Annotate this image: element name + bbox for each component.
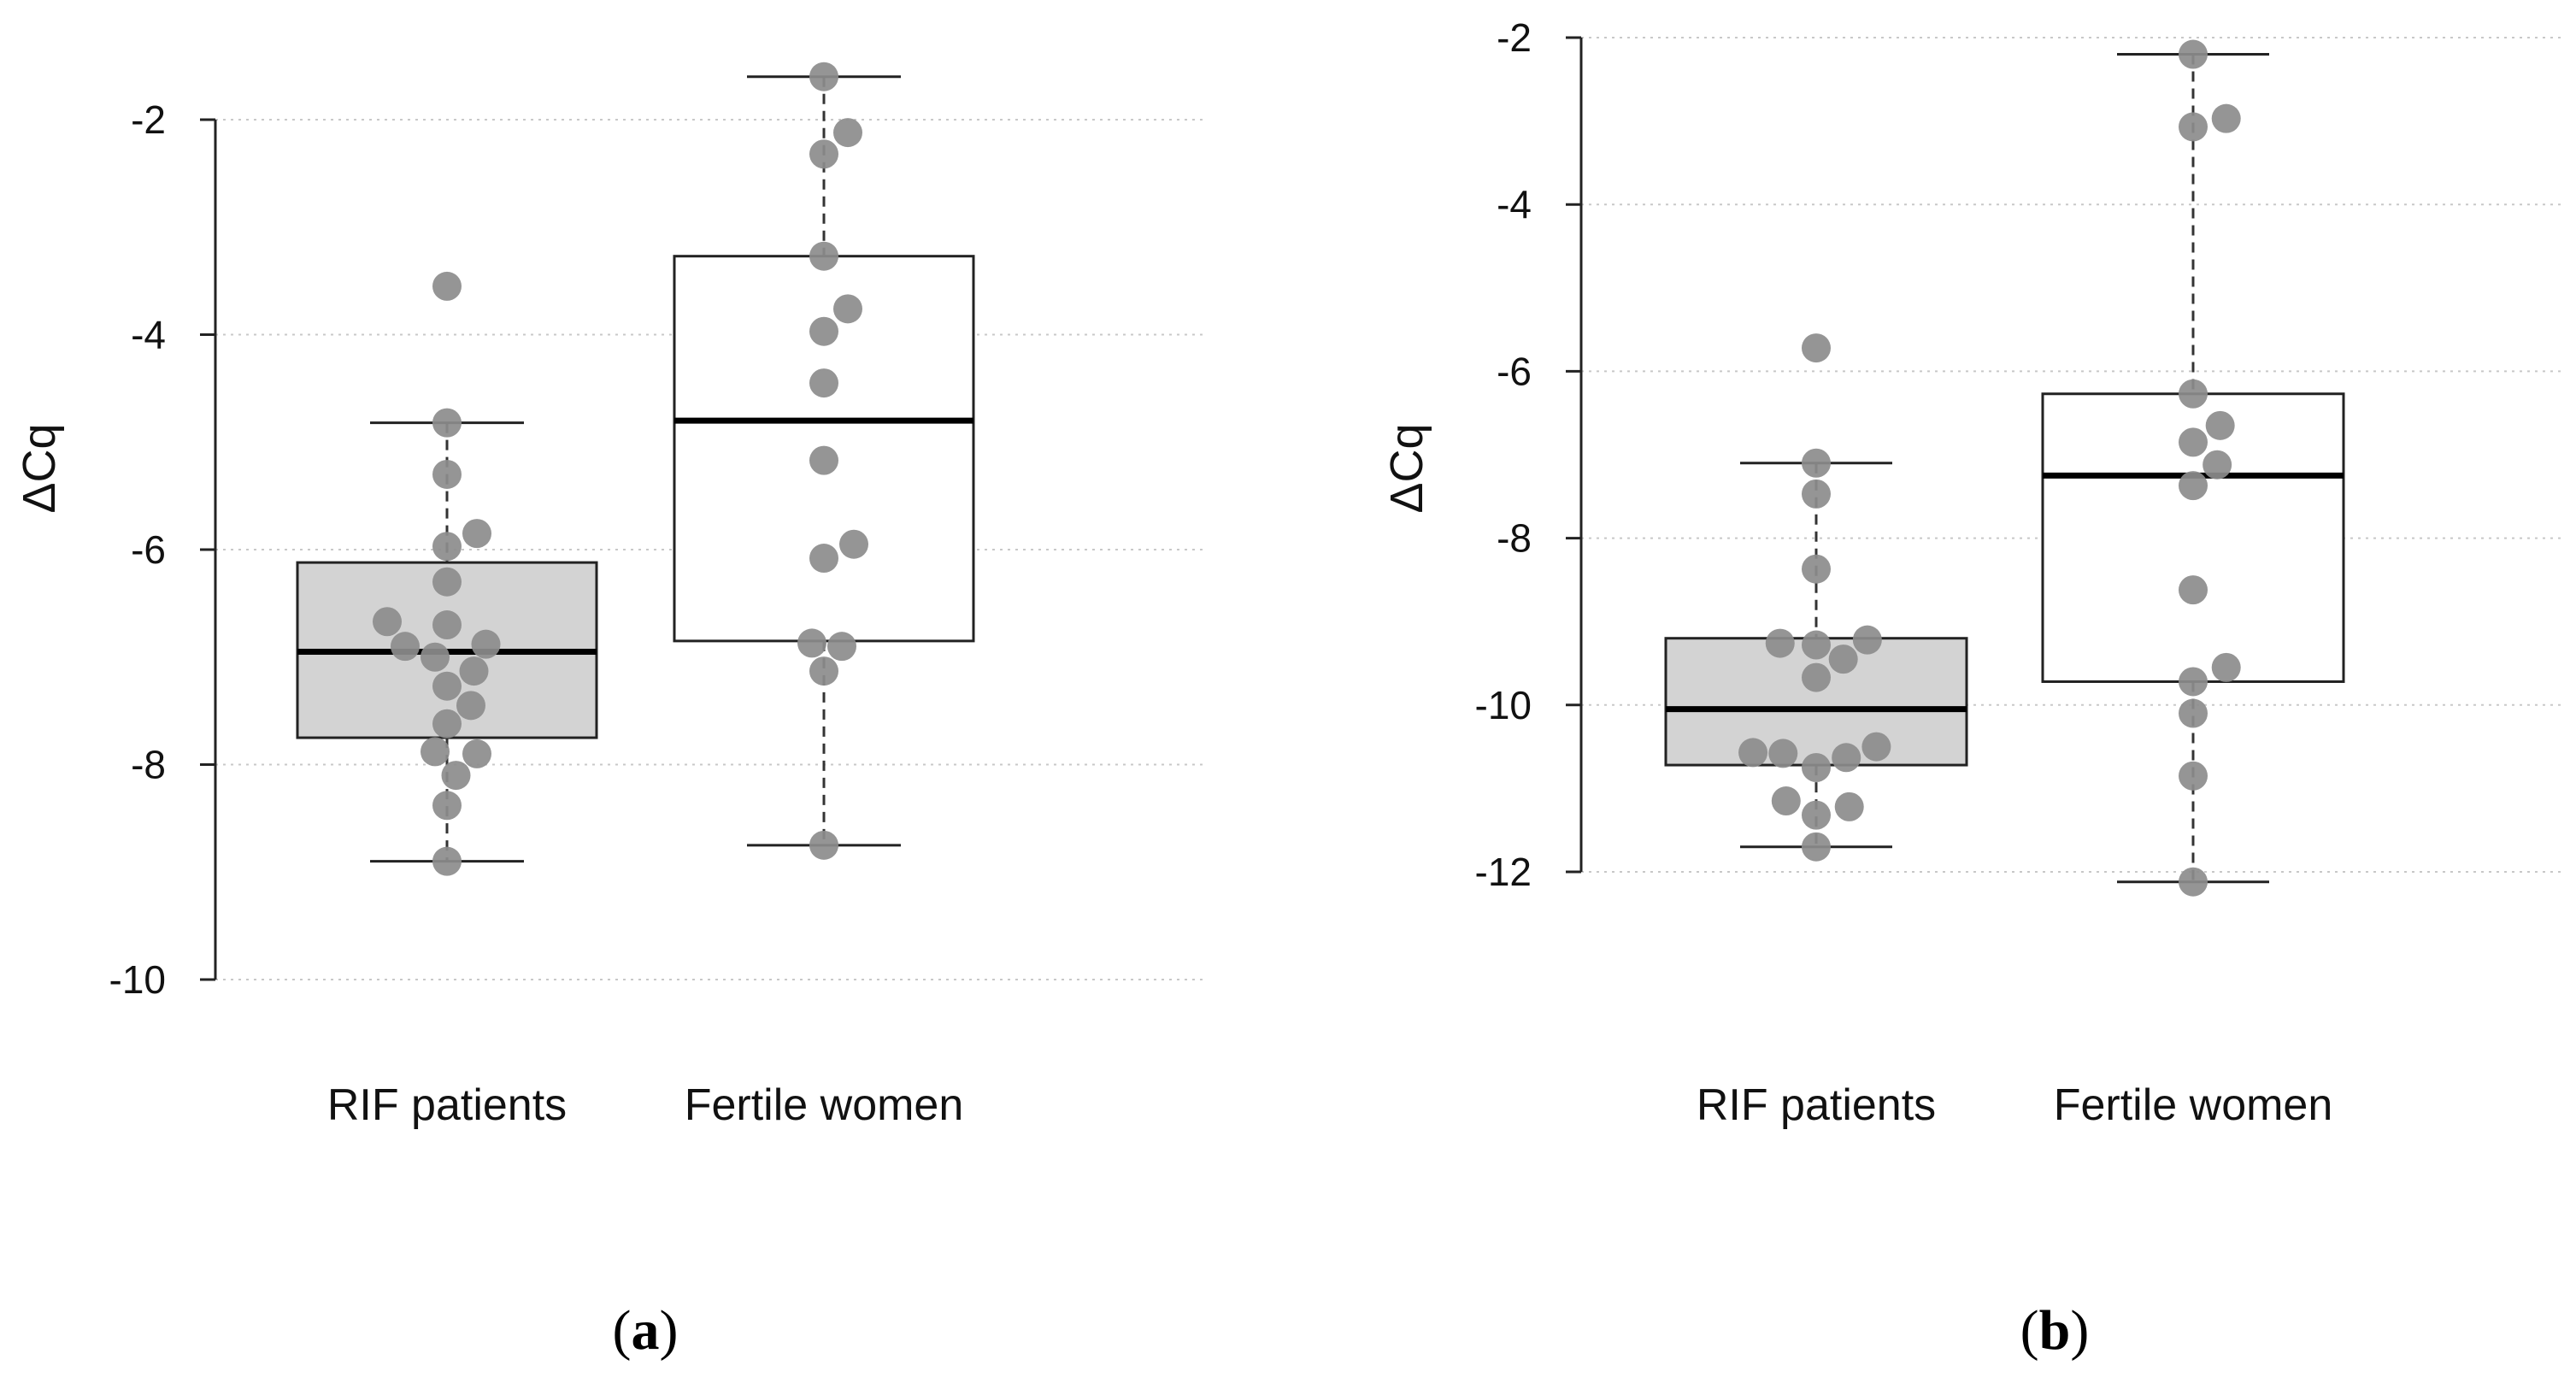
panel-a-label: (a) bbox=[613, 1299, 679, 1362]
panel-a-y-tick-label: -4 bbox=[131, 313, 166, 357]
panel-a-y-tick-label: -6 bbox=[131, 527, 166, 572]
panel-a-rif-point bbox=[432, 610, 462, 640]
panel-b-y-tick-label: -10 bbox=[1475, 683, 1532, 727]
panel-b-fertile-point bbox=[2179, 427, 2208, 457]
panel-b-fertile-point bbox=[2179, 39, 2208, 69]
panel-a: -2 -4 -6 -8 -10 ΔCq RIF patients Fertile wom… bbox=[14, 62, 1205, 1362]
panel-b-rif-point bbox=[1802, 662, 1831, 692]
panel-b-rif-point bbox=[1802, 448, 1831, 478]
panel-a-category-label-rif: RIF patients bbox=[327, 1080, 567, 1130]
panel-a-fertile-point bbox=[809, 316, 838, 346]
panel-b-fertile-point bbox=[2179, 471, 2208, 501]
panel-a-rif-point bbox=[459, 656, 489, 686]
panel-a-fertile-point bbox=[827, 632, 856, 662]
panel-b-rif-point bbox=[1768, 739, 1798, 768]
panel-b-rif-point bbox=[1861, 732, 1891, 762]
panel-a-letter: a bbox=[632, 1299, 660, 1362]
panel-a-rif-point bbox=[432, 459, 462, 489]
panel-b-label: (b) bbox=[2020, 1299, 2090, 1362]
panel-a-fertile-point bbox=[809, 656, 838, 686]
panel-a-rif-point bbox=[432, 709, 462, 739]
panel-a-y-axis-title: ΔCq bbox=[14, 423, 65, 513]
panel-b-fertile-point bbox=[2211, 652, 2241, 682]
panel-b-boxes bbox=[1664, 53, 2345, 884]
panel-b-fertile-point bbox=[2179, 698, 2208, 728]
panel-b-rif-point bbox=[1802, 753, 1831, 782]
panel-a-y-tick-label: -10 bbox=[109, 957, 166, 1002]
panel-b-rif-point bbox=[1802, 333, 1831, 363]
panel-a-y-tick-label: -2 bbox=[131, 97, 166, 142]
panel-a-fertile-point bbox=[809, 368, 838, 398]
panel-b-rif-point bbox=[1852, 625, 1882, 655]
panel-a-rif-point bbox=[391, 632, 420, 662]
panel-a-rif-point bbox=[432, 567, 462, 597]
panel-a-rif-point bbox=[432, 408, 462, 438]
panel-a-points bbox=[373, 62, 868, 876]
panel-b-fertile-point bbox=[2179, 761, 2208, 791]
panel-a-category-label-fertile: Fertile women bbox=[685, 1080, 964, 1130]
panel-a-rif-point bbox=[456, 691, 485, 721]
panel-b-fertile-point bbox=[2179, 379, 2208, 409]
panel-b-rif-point bbox=[1765, 628, 1795, 658]
panel-b-fertile-point bbox=[2203, 450, 2232, 480]
panel-b-rif-point bbox=[1802, 800, 1831, 830]
panel-b-rif-point bbox=[1771, 786, 1801, 816]
panel-a-rif-point bbox=[441, 761, 471, 791]
panel-b-rif-point bbox=[1802, 630, 1831, 660]
panel-a-fertile-point bbox=[809, 62, 838, 91]
panel-a-rif-point bbox=[462, 739, 491, 768]
panel-a-rif-point bbox=[421, 737, 450, 767]
panel-b-y-axis: -2 -4 -6 -8 -10 -12 bbox=[1475, 15, 1583, 894]
panel-a-fertile-point bbox=[809, 445, 838, 475]
panel-b-fertile-point bbox=[2211, 103, 2241, 133]
panel-b-rif-point bbox=[1738, 738, 1768, 768]
panel-b-points bbox=[1738, 39, 2241, 897]
panel-b-rif-point bbox=[1802, 832, 1831, 862]
panel-b-fertile-point bbox=[2205, 410, 2235, 440]
panel-a-rif-point bbox=[432, 846, 462, 876]
panel-a-rif-point bbox=[471, 629, 501, 659]
panel-a-fertile-point bbox=[809, 830, 838, 860]
panel-b-rif-point bbox=[1828, 644, 1858, 674]
panel-a-rif-point bbox=[421, 642, 450, 672]
panel-b-y-tick-label: -12 bbox=[1475, 850, 1532, 894]
panel-a-fertile-point bbox=[833, 118, 862, 148]
panel-a-rif-point bbox=[373, 607, 402, 637]
panel-a-rif-point bbox=[432, 532, 462, 562]
panel-b-y-tick-label: -8 bbox=[1497, 516, 1532, 561]
panel-a-fertile-point bbox=[809, 544, 838, 574]
panel-b-y-tick-label: -6 bbox=[1497, 349, 1532, 393]
panel-a-rif-point bbox=[432, 791, 462, 821]
panel-a-fertile-point bbox=[809, 241, 838, 271]
panel-a-y-tick-label: -8 bbox=[131, 743, 166, 787]
panel-b-y-tick-label: -4 bbox=[1497, 182, 1532, 227]
panel-a-rif-point bbox=[462, 519, 491, 549]
panel-a-fertile-point bbox=[839, 529, 868, 559]
panel-b-rif-point bbox=[1834, 792, 1864, 821]
panel-b-y-axis-title: ΔCq bbox=[1381, 423, 1432, 513]
panel-b-rif-point bbox=[1802, 479, 1831, 509]
panel-a-rif-point bbox=[432, 271, 462, 301]
panel-b-fertile-point bbox=[2179, 112, 2208, 142]
panel-b-y-tick-label: -2 bbox=[1497, 15, 1532, 60]
panel-b-fertile-point bbox=[2179, 575, 2208, 605]
panel-b-rif-point bbox=[1802, 554, 1831, 584]
panel-a-fertile-point bbox=[833, 294, 862, 324]
panel-b-fertile-point bbox=[2179, 867, 2208, 897]
panel-a-boxes bbox=[296, 75, 975, 863]
panel-a-fertile-point bbox=[809, 139, 838, 169]
panel-a-rif-point bbox=[432, 671, 462, 701]
panel-b-category-label-fertile: Fertile women bbox=[2054, 1080, 2333, 1130]
panel-a-fertile-point bbox=[797, 628, 826, 658]
panel-b-rif-point bbox=[1832, 743, 1861, 773]
panel-b-fertile-point bbox=[2179, 667, 2208, 697]
panel-b-category-label-rif: RIF patients bbox=[1697, 1080, 1936, 1130]
panel-a-y-axis: -2 -4 -6 -8 -10 bbox=[109, 97, 217, 1002]
panel-b: -2 -4 -6 -8 -10 -12 ΔCq RIF patients Fertile … bbox=[1381, 15, 2564, 1362]
panel-b-letter: b bbox=[2039, 1299, 2071, 1362]
